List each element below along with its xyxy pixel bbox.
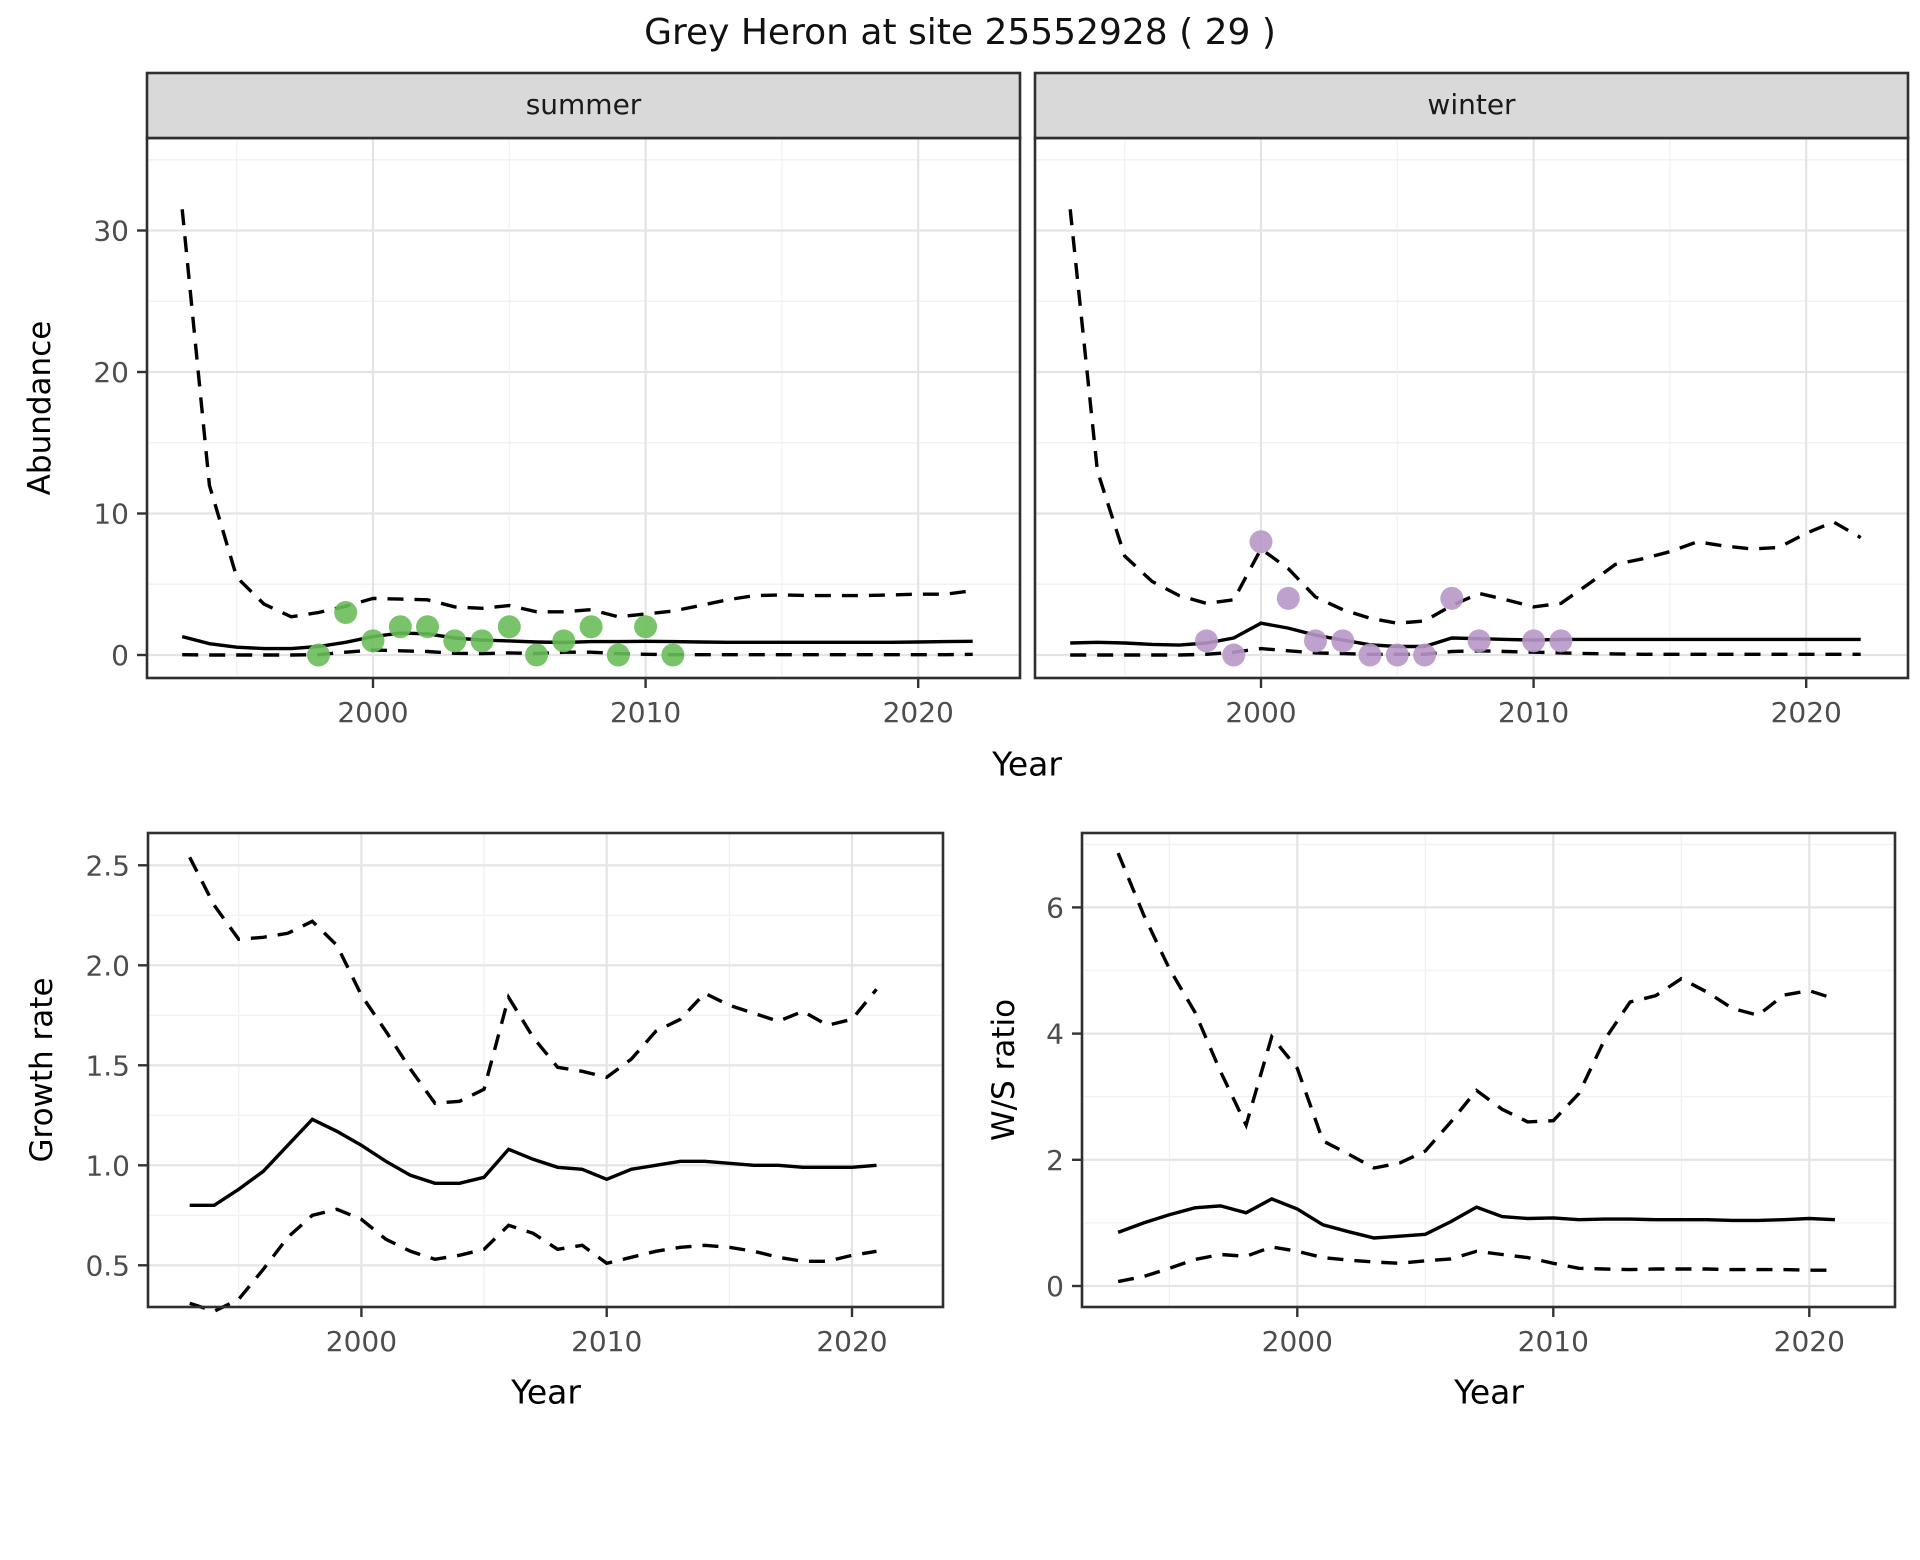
abundance_summer-observation-point bbox=[388, 615, 412, 639]
abundance_summer-observation-point bbox=[634, 615, 658, 639]
x-tick-label: 2010 bbox=[610, 696, 681, 729]
x-tick-label: 2010 bbox=[1518, 1325, 1589, 1358]
abundance_winter-lower_ci-line bbox=[1070, 646, 1861, 657]
abundance_summer-observation-point bbox=[661, 643, 685, 667]
abundance_winter-observation-point bbox=[1276, 586, 1300, 610]
abundance_summer-observation-point bbox=[416, 615, 439, 639]
facet-strip-winter: winter bbox=[1427, 88, 1516, 121]
x-tick-label: 2020 bbox=[1774, 1325, 1845, 1358]
growth_rate-upper_ci-line bbox=[188, 856, 878, 1106]
abundance_summer-observation-point bbox=[470, 629, 494, 653]
abundance_winter-panel: 2000 2010 2020 bbox=[1033, 71, 1910, 729]
x-tick-label: 2010 bbox=[571, 1325, 642, 1358]
abundance_summer-observation-point bbox=[497, 615, 521, 639]
x-tick-label: 2000 bbox=[326, 1325, 397, 1358]
y-tick-label: 30 bbox=[93, 215, 129, 248]
abundance_winter-observation-point bbox=[1413, 643, 1437, 667]
abundance_winter-observation-point bbox=[1195, 629, 1218, 653]
y-tick-label: 2 bbox=[1046, 1144, 1064, 1177]
abundance_summer-observation-point bbox=[334, 601, 358, 624]
panel-border bbox=[146, 831, 945, 1309]
abundance_winter-observation-point bbox=[1304, 629, 1327, 653]
x-tick-label: 2020 bbox=[1771, 696, 1842, 729]
y-tick-label: 0.5 bbox=[85, 1249, 130, 1282]
ws_ratio-lower_ci-line bbox=[1117, 1245, 1835, 1284]
x-tick-label: 2020 bbox=[883, 696, 954, 729]
abundance_summer-upper_ci-line bbox=[180, 209, 973, 619]
y-tick-label: 1.0 bbox=[85, 1149, 130, 1182]
growth_rate-panel: 2000 2010 2020 0.5 1.0 1.5 2.0 2.5 bbox=[85, 831, 945, 1358]
growth-rate-axis-title: Growth rate bbox=[24, 977, 60, 1163]
abundance_winter-observation-point bbox=[1222, 643, 1246, 667]
abundance_summer-observation-point bbox=[361, 629, 385, 653]
y-tick-label: 2.0 bbox=[85, 949, 130, 982]
growth_rate-lower_ci-line bbox=[189, 1207, 877, 1314]
abundance_winter-observation-point bbox=[1358, 643, 1382, 667]
x-tick-label: 2000 bbox=[1262, 1325, 1333, 1358]
x-tick-label: 2000 bbox=[1225, 696, 1296, 729]
y-tick-label: 6 bbox=[1046, 891, 1064, 924]
abundance_winter-observation-point bbox=[1385, 643, 1409, 667]
abundance_summer-observation-point bbox=[525, 643, 549, 667]
abundance_summer-observation-point bbox=[307, 643, 330, 667]
figure-title: Grey Heron at site 25552928 ( 29 ) bbox=[644, 12, 1276, 53]
abundance_summer-observation-point bbox=[443, 629, 467, 653]
abundance_summer-observation-point bbox=[606, 643, 630, 667]
ws_ratio-upper_ci-line bbox=[1116, 852, 1836, 1170]
x-tick-label: 2010 bbox=[1498, 696, 1569, 729]
y-tick-label: 1.5 bbox=[85, 1049, 130, 1082]
panel-border bbox=[1080, 831, 1897, 1309]
y-tick-label: 0 bbox=[1046, 1270, 1064, 1303]
abundance_winter-observation-point bbox=[1331, 629, 1355, 653]
facet-strip-rect bbox=[145, 71, 1022, 140]
abundance-axis-title: Abundance bbox=[22, 320, 58, 496]
y-tick-label: 4 bbox=[1046, 1018, 1064, 1051]
abundance_winter-observation-point bbox=[1549, 629, 1573, 653]
facet-strip-rect bbox=[1033, 71, 1910, 140]
ws-year-axis-title: Year bbox=[1454, 1372, 1524, 1412]
y-tick-label: 2.5 bbox=[85, 849, 130, 882]
abundance_winter-observation-point bbox=[1467, 629, 1491, 653]
abundance_summer-lower_ci-line bbox=[182, 648, 973, 657]
abundance_winter-observation-point bbox=[1522, 629, 1546, 653]
ws-ratio-axis-title: W/S ratio bbox=[986, 998, 1022, 1142]
y-tick-label: 0 bbox=[111, 639, 129, 672]
ws_ratio-median-line bbox=[1117, 1197, 1835, 1240]
abundance_winter-observation-point bbox=[1249, 530, 1273, 554]
facet-strip-summer: summer bbox=[525, 88, 642, 121]
ws_ratio-panel: 2000 2010 2020 0 2 4 6 bbox=[1046, 831, 1897, 1358]
abundance_summer-panel: 2000 2010 2020 0 10 20 30 bbox=[93, 71, 1022, 729]
top-year-axis-title: Year bbox=[992, 744, 1062, 784]
x-tick-label: 2000 bbox=[337, 696, 408, 729]
y-tick-label: 20 bbox=[93, 356, 129, 389]
growth-year-axis-title: Year bbox=[511, 1372, 581, 1412]
y-tick-label: 10 bbox=[93, 498, 129, 531]
abundance_summer-observation-point bbox=[552, 629, 576, 653]
growth_rate-median-line bbox=[189, 1117, 877, 1208]
abundance_winter-observation-point bbox=[1440, 586, 1464, 610]
abundance_summer-observation-point bbox=[579, 615, 603, 639]
x-tick-label: 2020 bbox=[816, 1325, 887, 1358]
abundance_winter-upper_ci-line bbox=[1068, 209, 1862, 625]
